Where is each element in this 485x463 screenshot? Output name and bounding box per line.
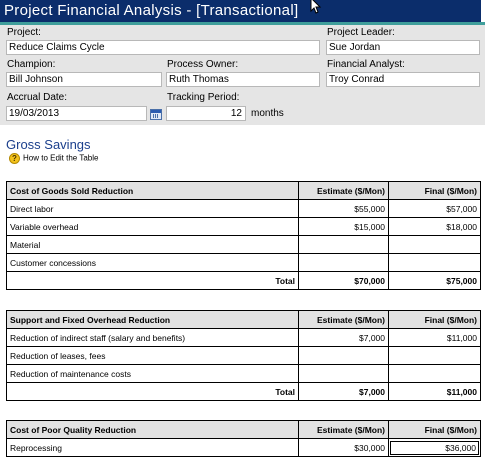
estimate-cell[interactable] [298,235,389,254]
title-accent-bar [0,22,485,25]
estimate-cell[interactable] [298,364,389,383]
row-label: Variable overhead [6,217,299,236]
total-label: Total [6,382,299,401]
tracking-period-unit: months [251,108,284,119]
final-cell[interactable] [388,364,481,383]
row-label: Direct labor [6,199,299,218]
final-cell[interactable]: $18,000 [388,217,481,236]
row-label: Reprocessing [6,438,299,457]
table-row: Reduction of maintenance costs [6,364,481,383]
how-to-edit-label: How to Edit the Table [23,153,99,163]
cogs-reduction-table: Cost of Goods Sold Reduction Estimate ($… [6,181,481,290]
row-label: Reduction of leases, fees [6,346,299,365]
table-row: Variable overhead $15,000 $18,000 [6,217,481,236]
project-field[interactable]: Reduce Claims Cycle [6,40,320,55]
table-header: Support and Fixed Overhead Reduction [6,310,299,329]
window-title: Project Financial Analysis - [Transactio… [0,0,481,22]
how-to-edit-link[interactable]: ? How to Edit the Table [9,153,98,164]
gross-savings-title: Gross Savings [6,137,91,152]
row-label: Material [6,235,299,254]
champion-field[interactable]: Bill Johnson [6,72,162,87]
final-cell[interactable] [388,235,481,254]
estimate-column-header: Estimate ($/Mon) [298,181,389,200]
champion-label: Champion: [7,59,56,70]
total-final: $75,000 [388,271,481,290]
final-cell[interactable]: $11,000 [388,328,481,347]
final-column-header: Final ($/Mon) [388,181,481,200]
total-row: Total $70,000 $75,000 [6,271,481,290]
table-header: Cost of Goods Sold Reduction [6,181,299,200]
process-owner-field[interactable]: Ruth Thomas [166,72,320,87]
accrual-date-field[interactable]: 19/03/2013 [6,106,147,121]
overhead-reduction-table: Support and Fixed Overhead Reduction Est… [6,310,481,401]
financial-analyst-label: Financial Analyst: [327,59,405,70]
row-label: Reduction of indirect staff (salary and … [6,328,299,347]
row-label: Customer concessions [6,253,299,272]
mouse-cursor-icon [310,0,322,14]
table-row: Reduction of leases, fees [6,346,481,365]
estimate-cell[interactable]: $7,000 [298,328,389,347]
final-cell[interactable]: $36,000 [388,438,481,457]
final-input-box[interactable]: $36,000 [390,440,479,455]
tracking-period-label: Tracking Period: [167,92,240,103]
estimate-cell[interactable]: $15,000 [298,217,389,236]
process-owner-label: Process Owner: [167,59,239,70]
financial-analyst-field[interactable]: Troy Conrad [326,72,480,87]
estimate-cell[interactable] [298,253,389,272]
total-final: $11,000 [388,382,481,401]
total-estimate: $7,000 [298,382,389,401]
tracking-period-field[interactable]: 12 [166,106,246,121]
project-label: Project: [7,27,41,38]
table-row: Reduction of indirect staff (salary and … [6,328,481,347]
final-cell[interactable]: $57,000 [388,199,481,218]
table-row: Material [6,235,481,254]
total-row: Total $7,000 $11,000 [6,382,481,401]
row-label: Reduction of maintenance costs [6,364,299,383]
total-label: Total [6,271,299,290]
estimate-cell[interactable]: $30,000 [298,438,389,457]
table-row: Customer concessions [6,253,481,272]
table-row: Direct labor $55,000 $57,000 [6,199,481,218]
estimate-column-header: Estimate ($/Mon) [298,310,389,329]
accrual-date-label: Accrual Date: [7,92,68,103]
final-column-header: Final ($/Mon) [388,420,481,439]
table-header: Cost of Poor Quality Reduction [6,420,299,439]
total-estimate: $70,000 [298,271,389,290]
final-cell[interactable] [388,346,481,365]
estimate-cell[interactable]: $55,000 [298,199,389,218]
final-column-header: Final ($/Mon) [388,310,481,329]
calendar-icon[interactable] [150,109,162,120]
final-cell[interactable] [388,253,481,272]
table-row: Reprocessing $30,000 $36,000 [6,438,481,457]
copq-reduction-table: Cost of Poor Quality Reduction Estimate … [6,420,481,457]
project-leader-label: Project Leader: [327,27,395,38]
estimate-cell[interactable] [298,346,389,365]
help-icon: ? [9,153,20,164]
project-leader-field[interactable]: Sue Jordan [326,40,480,55]
estimate-column-header: Estimate ($/Mon) [298,420,389,439]
